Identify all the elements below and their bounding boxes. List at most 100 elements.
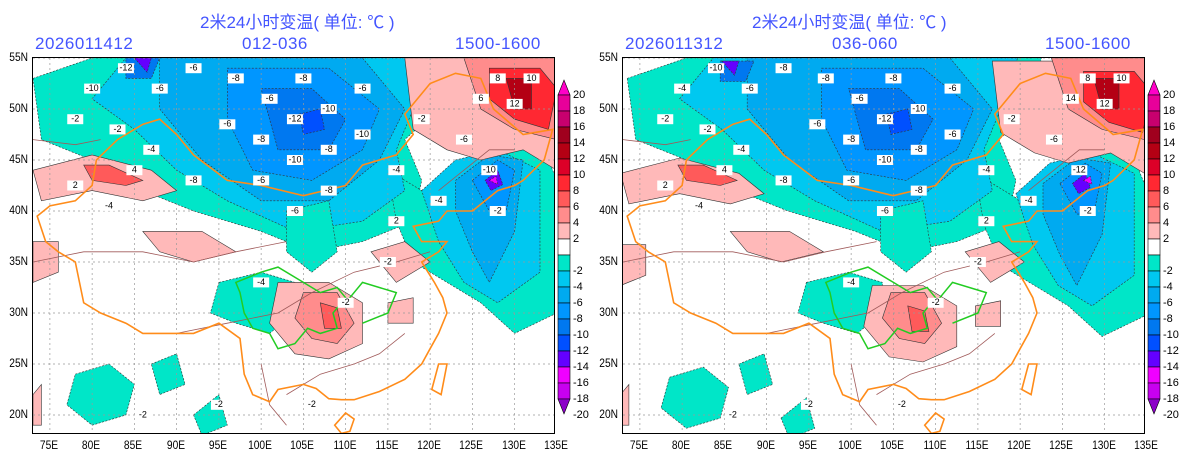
colorbar-swatch	[1147, 126, 1161, 144]
contour-label: -10	[483, 165, 496, 175]
contour-label: -4	[982, 165, 990, 175]
forecast-hour-range: 036-060	[832, 34, 898, 53]
temperature-change-map: -12 -10 -6 -6 -2 -2 -4 -8 -6 -8 -6 -8 -12 -10 -6 -8 -10 -…	[32, 57, 555, 434]
colorbar-label: -18	[573, 393, 589, 405]
contour-label: 8	[1085, 73, 1090, 83]
lon-tick-label: 100E	[248, 438, 273, 452]
colorbar: 20 18 16 14 12 10 8 6 4 2 -2 -4 -6 -8 -10 -12 -14 -16 -18 -…	[1147, 0, 1181, 465]
lon-tick-label: 135E	[543, 438, 568, 452]
contour-fill-region	[66, 363, 135, 426]
colorbar-swatch	[557, 174, 571, 192]
contour-label: -6	[746, 83, 754, 93]
contour-fill-region	[677, 164, 738, 186]
lon-tick-label: 75E	[39, 438, 58, 452]
contour-label: 6	[478, 93, 483, 103]
colorbar-swatch	[1147, 190, 1161, 208]
contour-label: -8	[780, 63, 788, 73]
province-boundary	[33, 139, 101, 146]
colorbar-label: 12	[1163, 153, 1176, 165]
contour-label: -2	[898, 399, 906, 409]
contour-label: -8	[299, 73, 307, 83]
contour-label: -4	[435, 195, 443, 205]
colorbar-swatch	[1147, 158, 1161, 176]
contour-fill-region	[83, 164, 144, 186]
contour-label: -6	[949, 83, 957, 93]
colorbar-label: -8	[1163, 313, 1173, 325]
colorbar-swatch	[557, 270, 571, 288]
colorbar-swatch	[1147, 238, 1161, 256]
contour-label: 4	[132, 165, 137, 175]
colorbar-swatch	[1147, 174, 1161, 192]
contour-label: -6	[257, 175, 265, 185]
colorbar-label: 2	[573, 233, 580, 245]
colorbar-swatch	[1147, 350, 1161, 368]
lat-tick-label: 25N	[599, 356, 618, 370]
country-border	[1020, 363, 1038, 396]
lat-tick-label: 35N	[9, 254, 28, 268]
colorbar-swatch	[1147, 318, 1161, 336]
lon-tick-label: 110E	[923, 438, 947, 452]
lon-tick-label: 85E	[714, 438, 733, 452]
contour-label: -4	[392, 165, 400, 175]
colorbar-label: -14	[573, 361, 589, 373]
colorbar-label: 8	[573, 185, 580, 197]
contour-label: -10	[322, 103, 335, 113]
colorbar-label: 18	[573, 105, 586, 117]
colorbar-swatch	[557, 190, 571, 208]
colorbar-label: 18	[1163, 105, 1176, 117]
colorbar-label: 4	[1163, 217, 1170, 229]
region-boundary-green	[345, 281, 398, 324]
contour-fill-region	[797, 271, 883, 334]
colorbar-swatch	[1147, 94, 1161, 112]
contour-label: 14	[1066, 93, 1076, 103]
colorbar-top-arrow	[1147, 79, 1161, 96]
map-canvas: -12 -10 -6 -6 -2 -2 -4 -8 -6 -8 -6 -8 -12 -10 -6 -8 -10 -…	[33, 58, 554, 433]
contour-label: -6	[856, 93, 864, 103]
colorbar-label: -2	[573, 265, 583, 277]
colorbar-label: -16	[1163, 377, 1179, 389]
contour-label: -6	[359, 83, 367, 93]
contour-label: -6	[266, 93, 274, 103]
map-canvas: -10 -4 -6 -8 -2 -2 -4 -8 -6 -8 -6 -8 -12 -10 -6 -8 -10 -8…	[623, 58, 1144, 433]
colorbar-swatch	[1147, 382, 1161, 400]
colorbar-swatch	[1147, 254, 1161, 272]
contour-label: -8	[915, 185, 923, 195]
colorbar-swatch	[1147, 270, 1161, 288]
lon-tick-label: 105E	[880, 438, 905, 452]
contour-label: -2	[308, 399, 316, 409]
province-boundary	[33, 241, 287, 263]
colorbar-swatch	[557, 94, 571, 112]
lat-tick-label: 55N	[599, 50, 618, 64]
contour-label: -4	[847, 277, 855, 287]
colorbar-label: -20	[573, 409, 589, 421]
contour-label: -2	[139, 409, 147, 419]
contour-fill-region	[370, 241, 431, 283]
colorbar-swatch	[1147, 302, 1161, 320]
contour-label: -8	[780, 175, 788, 185]
contour-label: 10	[527, 73, 537, 83]
contour-fill-region	[623, 383, 630, 426]
colorbar-swatch	[1147, 334, 1161, 352]
contour-fill-region	[1072, 172, 1091, 195]
valid-time: 1500-1600	[455, 34, 541, 53]
contour-label: 2	[984, 216, 989, 226]
colorbar-label: 4	[573, 217, 580, 229]
contour-label: 8	[495, 73, 500, 83]
colorbar-label: 16	[573, 121, 586, 133]
map-panel-left: 2米24小时变温( 单位: ℃ ) 2026011412 012-036 150…	[0, 0, 591, 465]
contour-label: -8	[822, 73, 830, 83]
colorbar-swatch	[557, 318, 571, 336]
contour-label: -2	[494, 205, 502, 215]
lon-tick-label: 115E	[965, 438, 989, 452]
colorbar-label: 10	[1163, 169, 1176, 181]
colorbar-swatch	[557, 382, 571, 400]
contour-fill-region	[623, 244, 647, 285]
lon-tick-label: 130E	[501, 438, 526, 452]
contour-label: -6	[156, 83, 164, 93]
contour-label: -2	[113, 124, 121, 134]
province-boundary	[1028, 149, 1105, 191]
lat-tick-label: 40N	[9, 203, 28, 217]
colorbar-bottom-arrow	[1147, 398, 1161, 415]
region-boundary-green	[234, 266, 347, 350]
contour-label: -6	[881, 205, 889, 215]
